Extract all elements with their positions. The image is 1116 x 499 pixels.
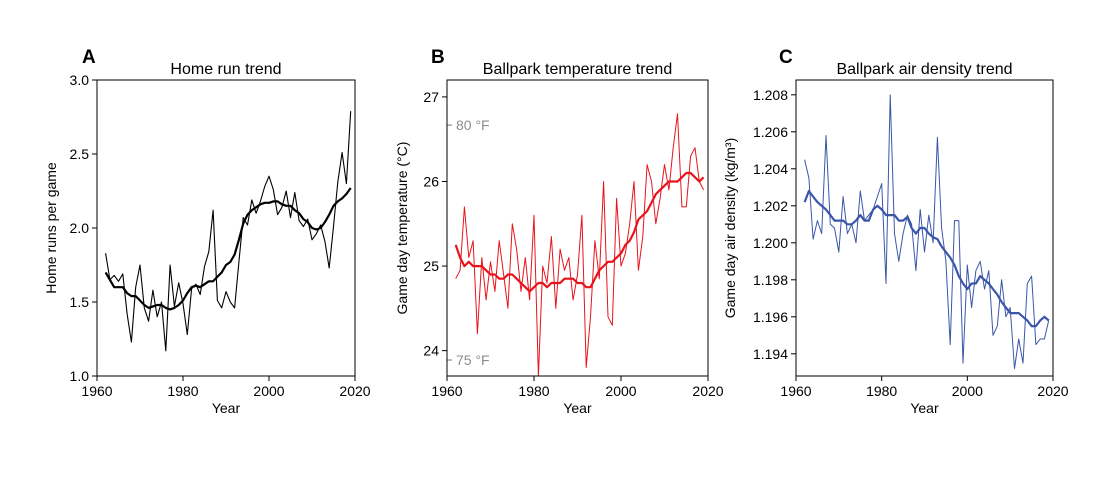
series-line-annual xyxy=(105,111,352,352)
y-tick-label: 1.206 xyxy=(753,124,788,140)
y-tick-label: 1.208 xyxy=(753,87,788,103)
y-tick-label: 1.194 xyxy=(753,346,788,362)
x-tick-label: 2000 xyxy=(605,383,636,399)
series-line-annual xyxy=(455,113,705,376)
y-tick-label: 25 xyxy=(423,258,439,274)
y-tick-label: 24 xyxy=(423,343,439,359)
series-line-smoothed xyxy=(803,189,1050,328)
chart-panel-a: A Home run trend 1960 1980 2000 2020 1.0 1.5 2.0… xyxy=(43,47,371,416)
chart-title: Ballpark temperature trend xyxy=(483,61,672,78)
chart-panel-b: B Ballpark temperature trend 80 °F 75 °F 196… xyxy=(394,47,724,416)
x-tick-label: 1960 xyxy=(780,383,811,399)
y-tick-label: 1.198 xyxy=(753,272,788,288)
panel-letter: B xyxy=(431,47,445,68)
y-tick-label: 1.5 xyxy=(70,294,90,310)
panel-letter: C xyxy=(779,47,793,68)
x-axis-label: Year xyxy=(212,400,241,416)
chart-title: Home run trend xyxy=(170,61,281,78)
y-tick-label: 27 xyxy=(423,89,439,105)
y-axis-label: Home runs per game xyxy=(43,162,59,294)
annotation-label: 75 °F xyxy=(456,352,490,368)
series-line-smoothed xyxy=(454,171,705,293)
y-tick-label: 2.5 xyxy=(70,146,90,162)
x-tick-label: 2000 xyxy=(253,383,284,399)
x-axis-label: Year xyxy=(563,400,592,416)
x-tick-label: 1960 xyxy=(81,383,112,399)
chart-panel-c: C Ballpark air density trend 1960 1980 2000 2… xyxy=(722,47,1069,416)
plot-frame xyxy=(795,79,1054,377)
series-line-annual xyxy=(804,94,1050,370)
series-line-smoothed xyxy=(104,187,352,311)
x-tick-label: 2020 xyxy=(692,383,723,399)
plot-frame xyxy=(446,79,709,377)
y-tick-label: 1.0 xyxy=(70,368,90,384)
x-tick-label: 1980 xyxy=(167,383,198,399)
annotation-label: 80 °F xyxy=(456,117,490,133)
y-tick-label: 3.0 xyxy=(70,72,90,88)
y-tick-label: 1.204 xyxy=(753,161,788,177)
y-tick-label: 1.196 xyxy=(753,309,788,325)
x-tick-label: 1980 xyxy=(866,383,897,399)
chart-title: Ballpark air density trend xyxy=(836,61,1012,78)
y-tick-label: 26 xyxy=(423,173,439,189)
y-axis-label: Game day air density (kg/m³) xyxy=(722,138,738,319)
x-tick-label: 2020 xyxy=(1037,383,1068,399)
x-tick-label: 1960 xyxy=(431,383,462,399)
y-tick-label: 1.200 xyxy=(753,235,788,251)
y-tick-label: 2.0 xyxy=(70,220,90,236)
x-tick-label: 2020 xyxy=(339,383,370,399)
plot-frame xyxy=(96,79,356,377)
x-axis-label: Year xyxy=(910,400,939,416)
y-tick-label: 1.202 xyxy=(753,198,788,214)
panel-letter: A xyxy=(82,47,96,68)
x-tick-label: 1980 xyxy=(518,383,549,399)
y-axis-label: Game day temperature (°C) xyxy=(394,142,410,315)
x-tick-label: 2000 xyxy=(952,383,983,399)
